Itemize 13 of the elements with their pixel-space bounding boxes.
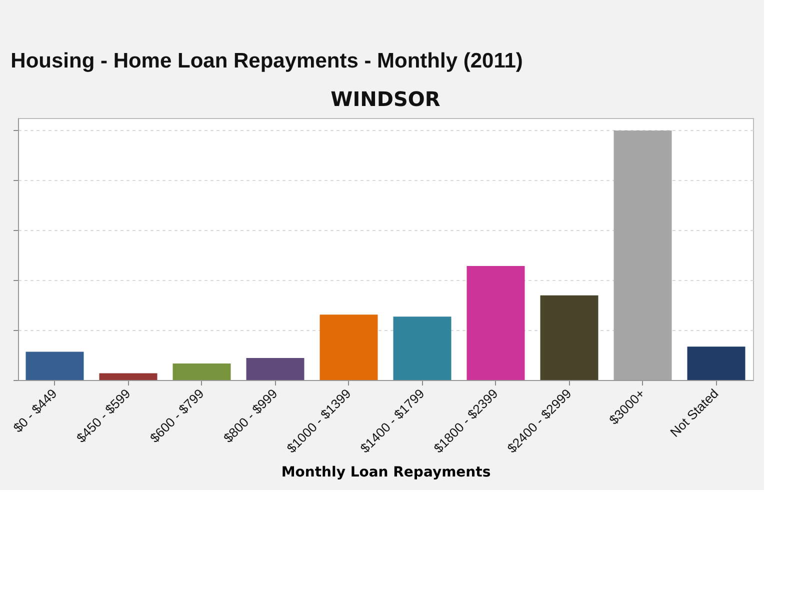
bar — [320, 314, 378, 380]
bar — [614, 130, 672, 380]
bar — [393, 316, 452, 380]
bar — [246, 358, 304, 380]
bar — [99, 373, 158, 380]
bar — [687, 346, 746, 380]
x-axis-title: Monthly Loan Repayments — [281, 464, 491, 481]
bar — [540, 295, 598, 380]
bar — [466, 266, 525, 380]
bar — [26, 352, 84, 380]
chart-subtitle: WINDSOR — [330, 87, 440, 111]
chart-title: Housing - Home Loan Repayments - Monthly (2011) — [10, 50, 523, 72]
bar — [172, 364, 231, 380]
